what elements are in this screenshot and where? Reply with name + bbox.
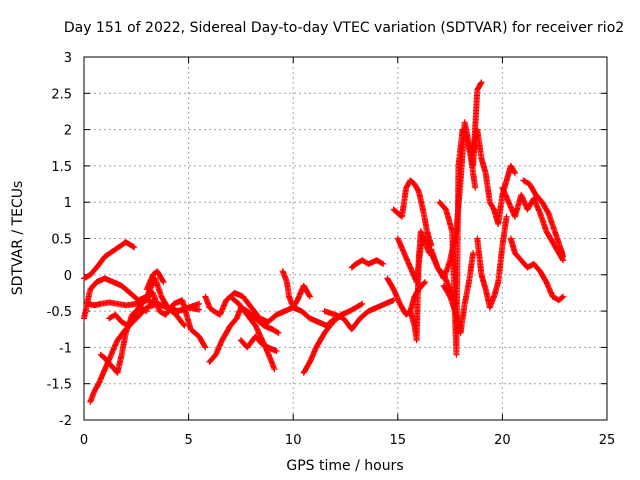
x-tick-label: 0 [80, 433, 88, 448]
y-tick-label: -2 [59, 414, 72, 429]
data-point-markers [206, 304, 282, 365]
y-tick-label: 3 [64, 51, 72, 66]
data-point-markers [237, 333, 280, 354]
data-point-markers [507, 235, 567, 304]
series-sat-v [440, 250, 477, 336]
series-sat-i [206, 304, 282, 365]
data-point-markers [279, 268, 313, 311]
x-tick-label: 15 [390, 433, 407, 448]
chart-title: Day 151 of 2022, Sidereal Day-to-day VTE… [64, 20, 624, 36]
y-tick-label: -1.5 [47, 378, 72, 393]
series-sat-g [143, 268, 167, 293]
data-point-markers [202, 289, 338, 329]
data-point-markers [499, 184, 567, 264]
data-point-markers [300, 300, 366, 376]
grid [84, 57, 607, 420]
data-point-markers [321, 297, 397, 333]
data-point-markers [143, 268, 167, 293]
data-point-markers [520, 177, 567, 260]
y-tick-label: -0.5 [47, 305, 72, 320]
series-sat-f [106, 289, 209, 351]
data-point-markers [474, 213, 510, 311]
series-sat-h [202, 289, 338, 329]
x-tick-label: 20 [494, 433, 511, 448]
series-sat-n [321, 297, 397, 333]
series-sat-a [81, 239, 138, 282]
series-sat-q [390, 177, 435, 249]
data-point-markers [81, 239, 138, 282]
x-tick-label: 25 [599, 433, 616, 448]
data-point-markers [348, 257, 387, 271]
series-sat-y [499, 184, 567, 264]
y-tick-label: 0 [64, 269, 72, 284]
data-marks [81, 79, 567, 405]
x-tick-label: 5 [184, 433, 192, 448]
data-point-markers [106, 289, 209, 351]
axis-ticks: -2 -1.5 -1 -0.5 0 0.5 1 1.5 2 2.5 3 0 5 10 15 20 25 [47, 51, 616, 448]
series-sat-aa [520, 177, 567, 260]
series-sat-k [237, 333, 280, 354]
y-tick-label: 2.5 [51, 87, 72, 102]
series-sat-w [470, 126, 518, 227]
y-tick-label: 1.5 [51, 160, 72, 175]
y-axis-label: SDTVAR / TECUs [10, 181, 26, 296]
data-point-markers [440, 250, 477, 336]
x-axis-label: GPS time / hours [286, 458, 403, 474]
series-sat-s [407, 228, 433, 344]
series-sat-o [348, 257, 387, 271]
x-tick-label: 10 [285, 433, 302, 448]
y-tick-label: 2 [64, 124, 72, 139]
data-point-markers [390, 177, 435, 249]
series-sat-m [300, 300, 366, 376]
y-tick-label: 1 [64, 196, 72, 211]
series-sat-x [474, 213, 510, 311]
data-point-markers [407, 228, 433, 344]
series-sat-z [507, 235, 567, 304]
series-sat-l [279, 268, 313, 311]
data-point-markers [470, 126, 518, 227]
y-tick-label: 0.5 [51, 233, 72, 248]
y-tick-label: -1 [59, 341, 72, 356]
